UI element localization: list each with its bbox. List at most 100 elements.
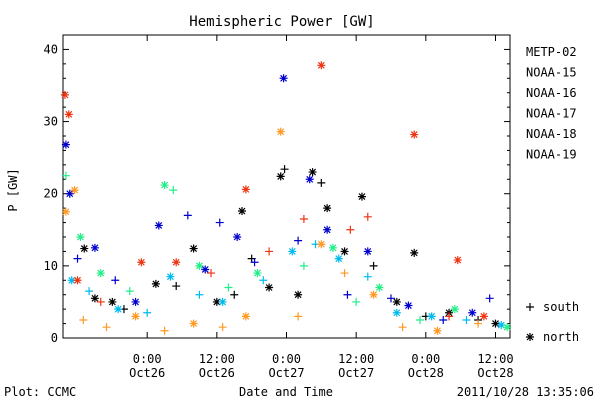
data-point-north	[450, 305, 459, 314]
x-tick-time-label: 12:00	[477, 352, 513, 366]
data-point-north	[241, 312, 250, 321]
data-point-south	[462, 315, 471, 324]
x-tick-date-label: Oct28	[477, 366, 513, 380]
data-point-north	[154, 221, 163, 230]
data-point-north	[131, 297, 140, 306]
data-point-south	[265, 247, 274, 256]
data-point-north	[479, 312, 488, 321]
data-point-north	[323, 225, 332, 234]
x-tick-time-label: 12:00	[199, 352, 235, 366]
data-point-north	[468, 308, 477, 317]
data-point-north	[201, 265, 210, 274]
data-point-north	[108, 297, 117, 306]
data-point-north	[160, 181, 169, 190]
data-point-south	[218, 323, 227, 332]
data-points	[60, 61, 512, 335]
y-tick-label: 10	[44, 259, 58, 273]
data-point-north	[90, 294, 99, 303]
data-point-north	[189, 319, 198, 328]
data-point-north	[253, 269, 262, 278]
data-point-south	[386, 294, 395, 303]
data-point-south	[299, 214, 308, 223]
data-point-south	[340, 269, 349, 278]
legend-entry: NOAA-16	[526, 86, 577, 100]
data-point-north	[276, 172, 285, 181]
data-point-north	[317, 240, 326, 249]
footer-timestamp: 2011/10/28 13:35:06	[457, 385, 594, 399]
x-axis-label: Date and Time	[239, 385, 333, 399]
data-point-south	[102, 323, 111, 332]
marker-legend: south north	[526, 300, 579, 344]
series-legend: METP-02 NOAA-15 NOAA-16 NOAA-17 NOAA-18 NOAA-…	[526, 45, 577, 162]
data-point-north	[96, 269, 105, 278]
data-point-north	[375, 283, 384, 292]
data-point-north	[392, 297, 401, 306]
data-point-north	[453, 256, 462, 265]
data-point-south	[85, 287, 94, 296]
legend-entry: NOAA-15	[526, 66, 577, 80]
data-point-north	[323, 204, 332, 213]
data-point-north	[195, 261, 204, 270]
data-point-north	[265, 283, 274, 292]
data-point-south	[485, 294, 494, 303]
marker-legend-label: south	[543, 300, 579, 314]
data-point-north	[166, 272, 175, 281]
data-point-north	[233, 233, 242, 241]
data-point-north	[276, 127, 285, 136]
data-point-north	[427, 312, 436, 321]
data-point-south	[294, 312, 303, 321]
x-tick-time-label: 0:00	[411, 352, 440, 366]
data-point-north	[305, 175, 314, 184]
data-point-south	[215, 218, 224, 227]
data-point-north	[294, 290, 303, 299]
legend-entry: NOAA-17	[526, 107, 577, 121]
data-point-south	[363, 212, 372, 221]
data-point-south	[73, 254, 82, 263]
data-point-north	[241, 185, 250, 194]
marker-legend-symbol-north	[526, 333, 534, 341]
data-point-south	[143, 308, 152, 317]
x-tick-date-label: Oct26	[129, 366, 165, 380]
data-point-south	[250, 258, 259, 267]
data-point-north	[76, 233, 85, 241]
y-tick-label: 0	[51, 331, 58, 345]
data-point-north	[410, 248, 419, 257]
data-point-north	[328, 243, 337, 252]
legend-entry: METP-02	[526, 45, 577, 59]
data-point-south	[343, 290, 352, 299]
data-point-north	[67, 276, 76, 285]
data-point-north	[334, 254, 343, 263]
data-point-north	[363, 247, 372, 256]
x-tick-date-label: Oct27	[268, 366, 304, 380]
data-point-south	[398, 323, 407, 332]
data-point-south	[363, 272, 372, 281]
data-point-north	[73, 276, 82, 285]
x-tick-date-label: Oct27	[338, 366, 374, 380]
data-point-north	[189, 244, 198, 253]
data-point-south	[474, 319, 483, 328]
legend-entry: NOAA-19	[526, 148, 577, 162]
y-tick-label: 20	[44, 187, 58, 201]
data-point-south	[169, 186, 178, 195]
data-point-south	[416, 315, 425, 324]
data-point-south	[259, 276, 268, 285]
data-point-north	[114, 305, 123, 314]
data-point-north	[61, 140, 70, 149]
marker-legend-label: north	[543, 330, 579, 344]
data-point-south	[439, 315, 448, 324]
marker-legend-symbol-south	[526, 303, 534, 311]
data-point-south	[230, 290, 239, 299]
data-point-south	[111, 276, 120, 285]
data-point-south	[79, 315, 88, 324]
data-point-north	[131, 312, 140, 321]
y-tick-label: 30	[44, 115, 58, 129]
data-point-north	[151, 279, 160, 288]
data-point-south	[96, 297, 105, 306]
data-point-north	[369, 290, 378, 299]
data-point-north	[60, 90, 69, 99]
data-point-south	[280, 165, 289, 174]
data-point-south	[294, 236, 303, 245]
data-point-north	[172, 258, 181, 267]
data-point-north	[317, 61, 326, 70]
